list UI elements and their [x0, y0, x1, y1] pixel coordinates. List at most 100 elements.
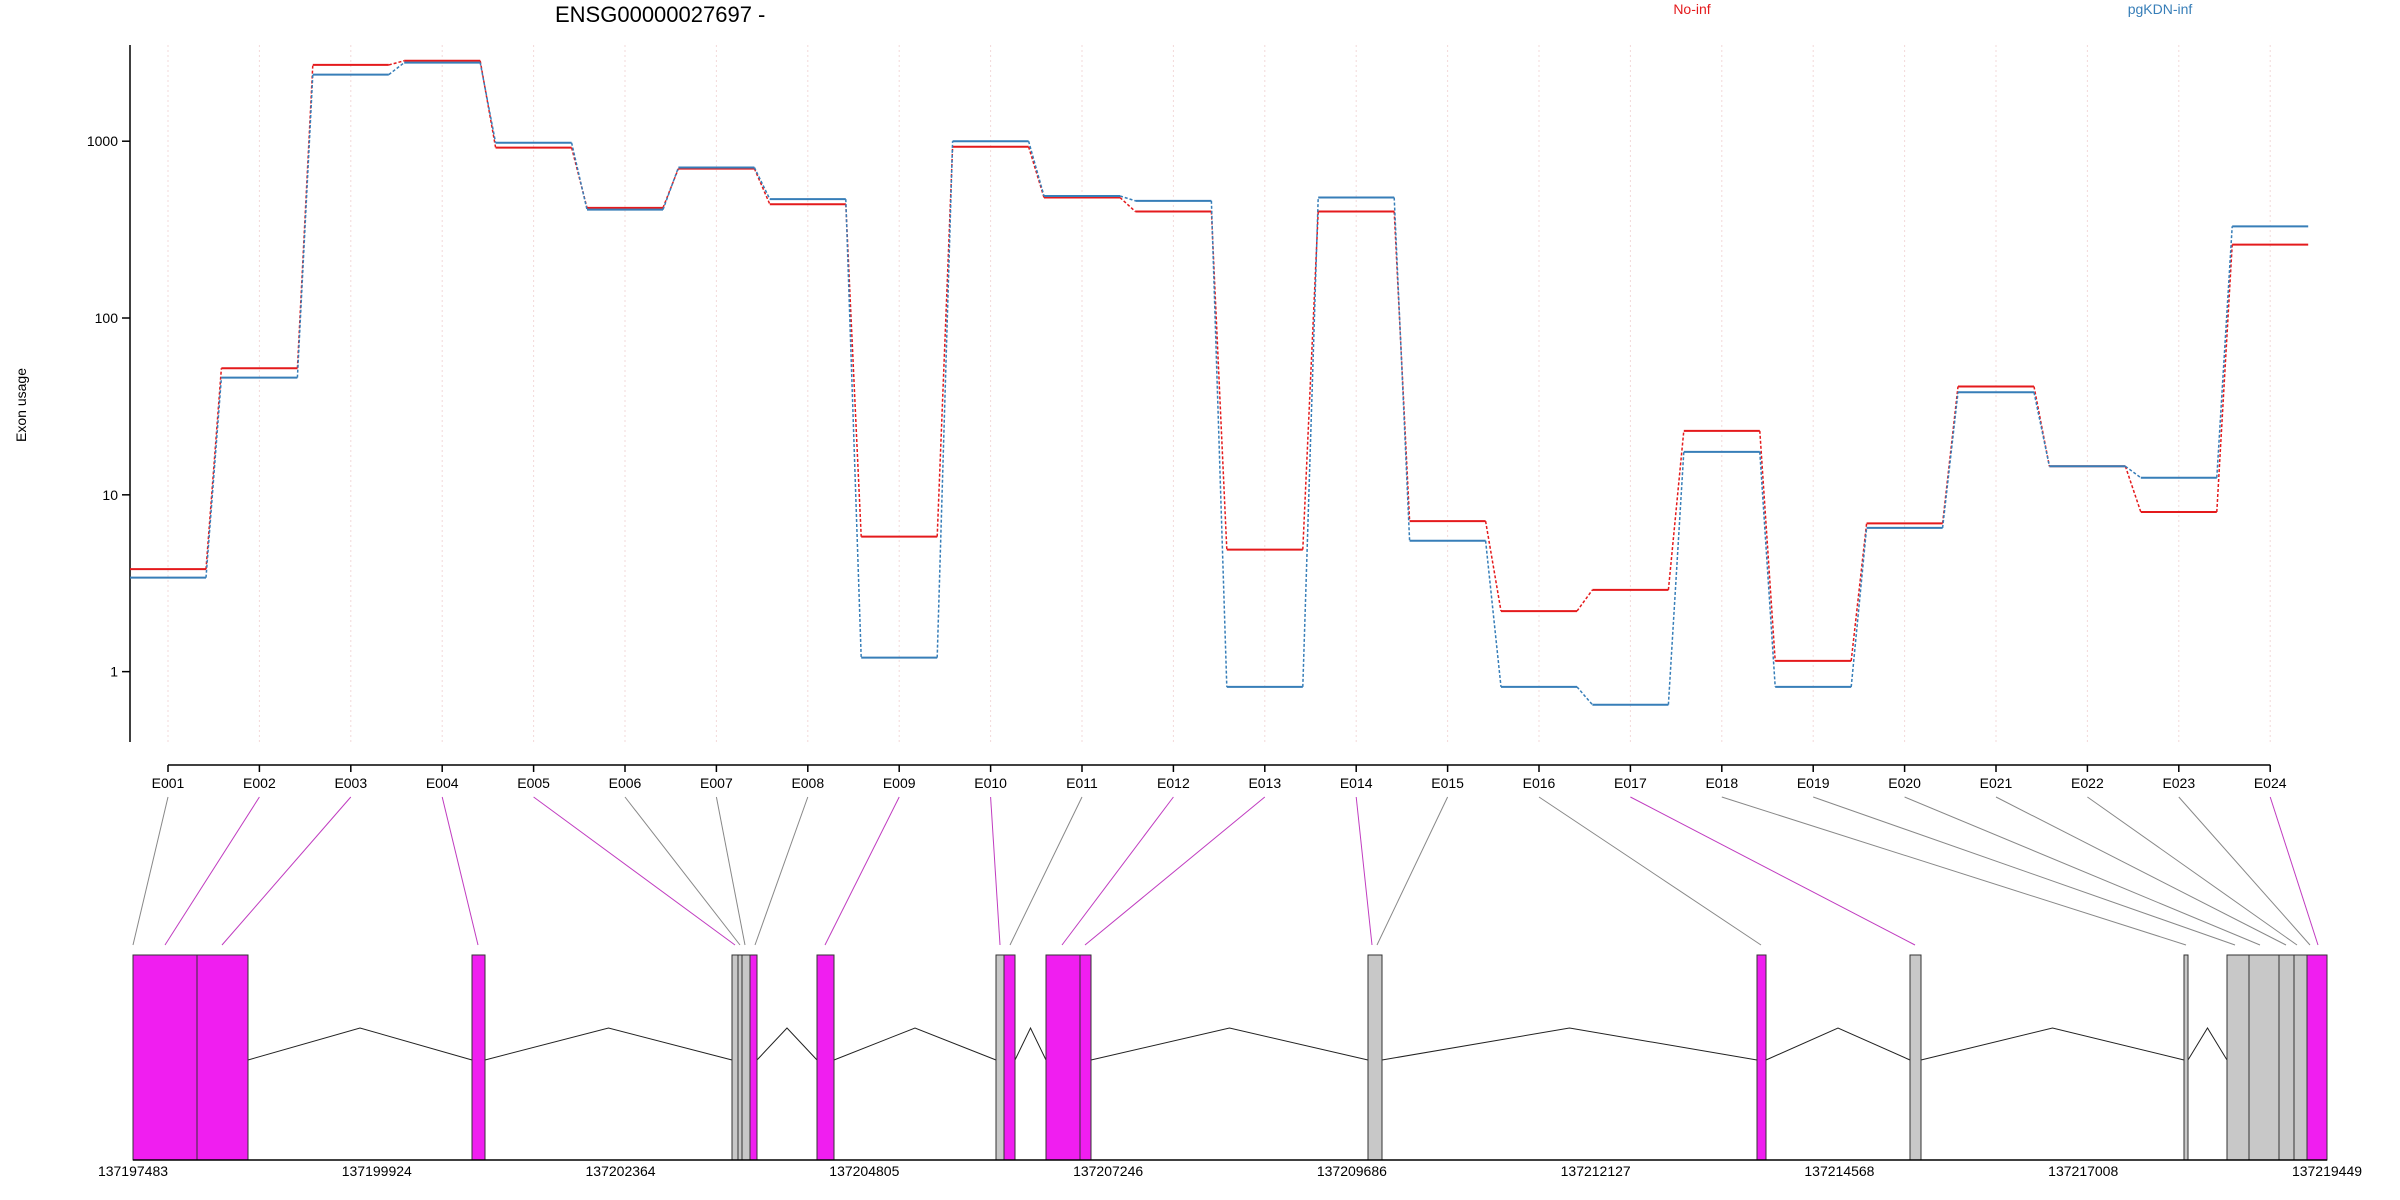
exon-link-E006: [624, 796, 741, 946]
legend-entry-2: pgKDN-inf: [2128, 1, 2193, 17]
exon-link-E020: [1904, 796, 2261, 946]
exon-block-16: [2183, 954, 2189, 1161]
series-2-connector-E009: [936, 141, 954, 658]
y-tick-label-10: 10: [102, 487, 118, 503]
series-2-connector-E007: [753, 167, 771, 200]
x-tick-label-E002: E002: [243, 775, 276, 791]
x-tick-label-E024: E024: [2254, 775, 2287, 791]
grid: [167, 45, 2271, 742]
series-2-connector-E011: [1119, 195, 1136, 202]
x-tick-label-E018: E018: [1705, 775, 1738, 791]
y-tick-label-1000: 1000: [87, 133, 118, 149]
intron-7: [1381, 1027, 1758, 1061]
series-1-connector-E015: [1484, 520, 1502, 612]
series-2-connector-E002: [296, 74, 314, 378]
coordinate-label-7: 137212127: [1561, 1163, 1631, 1179]
coordinate-label-8: 137214568: [1804, 1163, 1874, 1179]
exon-link-E002: [164, 796, 260, 946]
x-tick-label-E006: E006: [609, 775, 642, 791]
series-2-connector-E021: [2033, 392, 2051, 467]
exon-link-E018: [1721, 796, 2187, 946]
exon-block-3: [471, 954, 486, 1161]
x-tick-label-E013: E013: [1248, 775, 1281, 791]
legend: No-inf pgKDN-inf: [1673, 1, 2192, 17]
exon-link-E013: [1084, 796, 1266, 946]
x-tick-label-E016: E016: [1523, 775, 1556, 791]
gene-model: 137197483 137199924 137202364 137204805 1372…: [98, 954, 2362, 1179]
exon-block-13: [1367, 954, 1383, 1161]
intron-4: [833, 1027, 997, 1061]
x-axis: E001 E002 E003 E004 E005 E006 E007 E008 E009 E010…: [152, 764, 2287, 791]
coordinate-label-1: 137197483: [98, 1163, 168, 1179]
coordinate-label-6: 137209686: [1317, 1163, 1387, 1179]
series-1-connector-E023: [2216, 244, 2233, 513]
series-1-connector-E007: [753, 168, 771, 205]
intron-3: [756, 1027, 818, 1061]
series-1-connector-E022: [2124, 466, 2142, 513]
exon-block-8: [816, 954, 835, 1161]
series-1-connector-E017: [1667, 430, 1685, 590]
exon-block-10: [1003, 954, 1016, 1161]
series-1-connector-E021: [2033, 386, 2051, 467]
x-tick-label-E019: E019: [1797, 775, 1830, 791]
series-2-connector-E006: [662, 167, 680, 210]
x-tick-label-E020: E020: [1888, 775, 1921, 791]
series-2-connector-E020: [1941, 392, 1959, 528]
exon-link-E017: [1630, 796, 1916, 946]
coordinate-label-10: 137219449: [2292, 1163, 2362, 1179]
exon-block-21: [2306, 954, 2328, 1161]
exon-block-15: [1909, 954, 1922, 1161]
series-2-connector-E004: [479, 62, 497, 143]
intron-9: [1920, 1027, 2185, 1061]
series-2-connector-E008: [845, 199, 862, 658]
coordinate-label-9: 137217008: [2048, 1163, 2118, 1179]
series-2-connector-E013: [1302, 197, 1319, 687]
y-axis-label: Exon usage: [13, 368, 29, 442]
exon-block-11: [1045, 954, 1081, 1161]
series-2-connector-E005: [570, 142, 588, 210]
exon-link-E016: [1538, 796, 1762, 946]
series-2-connector-E023: [2216, 226, 2233, 478]
intron-6: [1090, 1027, 1369, 1061]
intron-1: [247, 1027, 473, 1061]
intron-5: [1014, 1026, 1047, 1061]
exon-link-E004: [441, 796, 479, 946]
x-tick-label-E007: E007: [700, 775, 733, 791]
series-1-connector-E010: [1027, 146, 1045, 198]
series-2-connector-E016: [1576, 686, 1593, 706]
exon-block-19: [2278, 954, 2295, 1161]
exon-link-E005: [533, 796, 736, 946]
series-1-connector-E018: [1759, 430, 1776, 661]
y-axis: 1 10 100 1000: [87, 45, 131, 742]
plot-area: [130, 59, 2309, 706]
exon-block-9: [995, 954, 1005, 1161]
x-tick-label-E012: E012: [1157, 775, 1190, 791]
exon-link-E008: [754, 796, 809, 946]
exon-block-5: [737, 954, 743, 1161]
exon-block-20: [2293, 954, 2308, 1161]
coordinate-label-4: 137204805: [829, 1163, 899, 1179]
coordinate-label-5: 137207246: [1073, 1163, 1143, 1179]
exon-link-E015: [1376, 796, 1449, 946]
x-tick-label-E003: E003: [334, 775, 367, 791]
x-tick-label-E015: E015: [1431, 775, 1464, 791]
x-tick-label-E010: E010: [974, 775, 1007, 791]
exon-link-E012: [1061, 796, 1174, 946]
exon-block-17: [2226, 954, 2250, 1161]
series-1-connector-E008: [845, 204, 862, 537]
legend-entry-1: No-inf: [1673, 1, 1710, 17]
series-2: [130, 61, 2309, 706]
x-tick-label-E004: E004: [426, 775, 459, 791]
chart-title: ENSG00000027697 -: [555, 2, 765, 27]
intron-10: [2187, 1027, 2228, 1061]
x-tick-label-E014: E014: [1340, 775, 1373, 791]
exon-link-E009: [824, 796, 900, 946]
exon-link-E003: [221, 796, 352, 946]
series-2-connector-E012: [1210, 200, 1228, 687]
series-2-connector-E014: [1393, 197, 1411, 541]
x-tick-label-E005: E005: [517, 775, 550, 791]
exon-link-E011: [1009, 796, 1083, 946]
x-tick-label-E023: E023: [2162, 775, 2195, 791]
exon-block-1: [132, 954, 198, 1161]
series-2-connector-E017: [1667, 451, 1685, 705]
